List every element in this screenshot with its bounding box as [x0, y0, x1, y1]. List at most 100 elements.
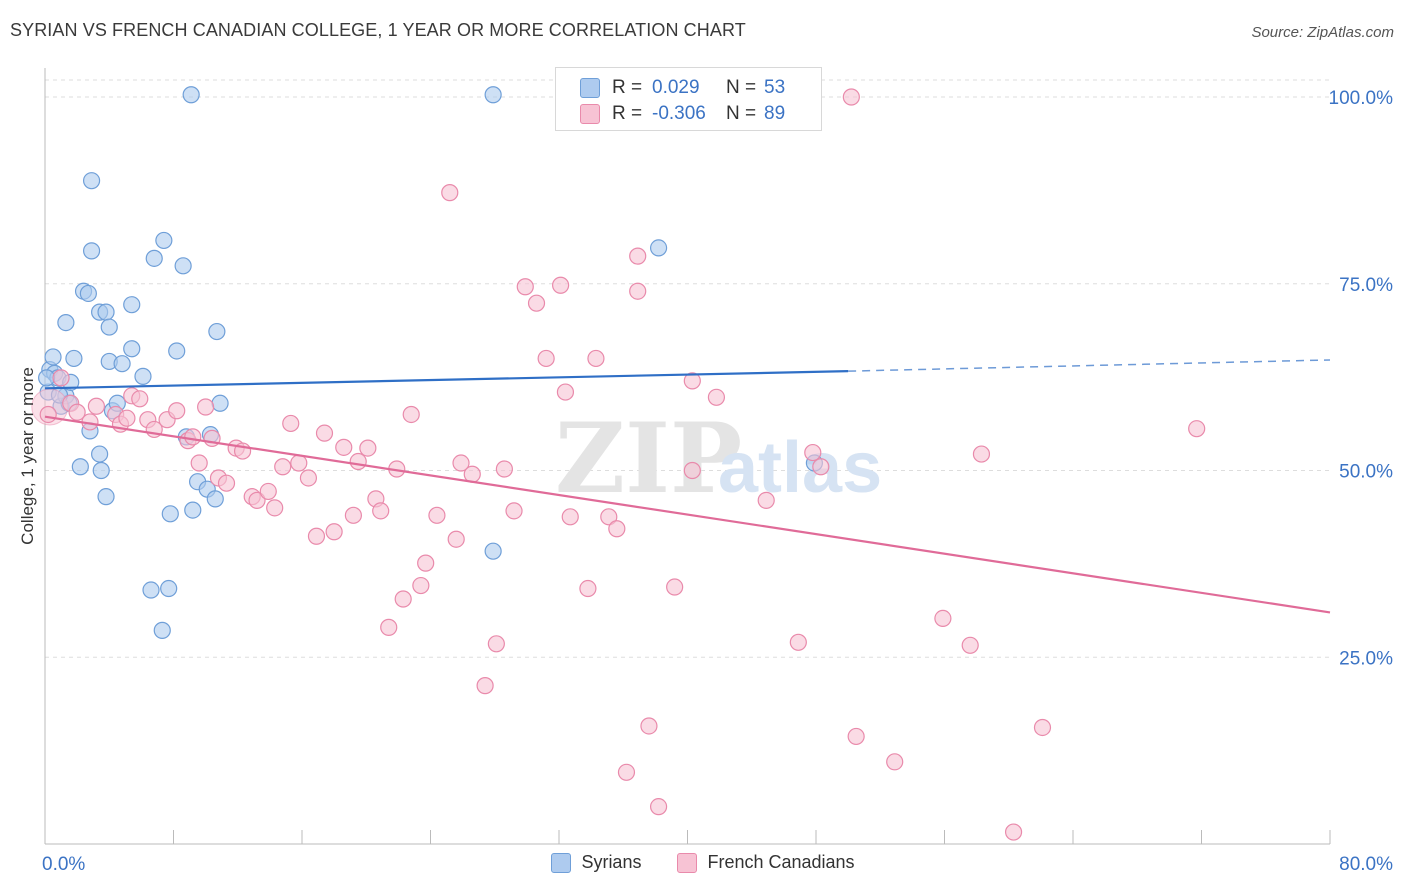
syrians-point [100, 318, 118, 336]
french-canadians-point [617, 763, 636, 781]
syrians-point [97, 488, 115, 506]
syrians-point [142, 581, 160, 599]
french-canadians-point [683, 372, 701, 390]
syrians-point [44, 348, 62, 366]
syrians-point [134, 367, 152, 385]
french-canadians-point [325, 523, 343, 541]
axes [44, 68, 1331, 845]
french-canadians-point [707, 388, 726, 406]
french-canadians-point [972, 445, 991, 463]
french-canadians-point [505, 502, 523, 520]
n-label: N = [726, 103, 757, 124]
french-canadians-point [579, 579, 597, 598]
syrians-point [82, 242, 101, 260]
x-tick-label-min: 0.0% [42, 854, 85, 875]
french-canadians-point [168, 402, 186, 420]
french-canadians-point [847, 727, 865, 746]
french-canadians-point [118, 409, 136, 427]
syrians-point [160, 579, 178, 598]
french-canadians-point [552, 276, 570, 294]
r-label: R = [612, 103, 643, 124]
french-canadians-point [629, 282, 647, 300]
syrians-point [211, 394, 229, 412]
syrians-swatch [580, 78, 600, 98]
series-legend: Syrians French Canadians [0, 852, 1406, 873]
french-canadians-point [452, 454, 470, 472]
french-canadians-point [190, 454, 208, 472]
french-canadians-point [349, 452, 367, 471]
syrians-point [92, 461, 110, 480]
french-canadians-point [68, 403, 86, 421]
french-canadians-point [447, 530, 465, 548]
french-canadians-point [274, 458, 292, 476]
syrians-point [206, 490, 224, 508]
french-canadians-point [197, 398, 215, 416]
syrians-swatch [551, 852, 572, 873]
grid [45, 79, 1330, 658]
french-canadians-point [307, 527, 326, 545]
french-canadians-point [516, 278, 534, 296]
french-canadians-point [402, 405, 420, 424]
legend-item-french-canadians: French Canadians [677, 852, 855, 873]
syrians-point [649, 239, 668, 257]
french-canadians-point [789, 633, 807, 651]
french-canadians-point [556, 383, 575, 401]
french-canadians-point [1033, 718, 1052, 737]
y-tick-label: 50.0% [1339, 462, 1393, 483]
french-canadians-point [282, 414, 300, 433]
y-tick-label: 75.0% [1339, 275, 1393, 296]
watermark-atlas: atlas [718, 428, 882, 508]
french-canadians-point [359, 439, 377, 457]
syrians-point [184, 501, 202, 519]
syrians-point [65, 349, 83, 368]
legend-label: French Canadians [707, 852, 855, 872]
french-canadians-point [394, 590, 412, 608]
syrians-trend-line [44, 370, 849, 390]
y-axis-label: College, 1 year or more [18, 367, 37, 545]
tick-labels: 25.0% 50.0% 75.0% 100.0% 0.0% 80.0% [42, 88, 1393, 875]
french-canadians-point [608, 520, 626, 538]
french-canadians-point [217, 474, 236, 492]
french-canadians-point [248, 491, 266, 509]
french-canadians-swatch [677, 852, 698, 873]
syrians-point [79, 284, 97, 303]
french-canadians-point [649, 798, 668, 816]
syrians-point [57, 313, 75, 332]
french-canadians-point [934, 609, 952, 628]
french-canadians-point [315, 424, 334, 442]
syrians-point [168, 342, 186, 360]
french-canadians-point [666, 578, 684, 596]
french-canadians-point [184, 428, 202, 446]
x-tick-label-max: 80.0% [1339, 854, 1393, 875]
r-label: R = [612, 77, 643, 98]
syrians-point [123, 340, 141, 358]
legend-item-syrians: Syrians [551, 852, 641, 873]
french-canadians-point [417, 554, 435, 572]
french-canadians-point [587, 349, 605, 368]
syrians-point [113, 355, 131, 373]
legend-label: Syrians [581, 852, 642, 872]
french-canadians-point [683, 461, 701, 480]
french-canadians-point [87, 397, 106, 415]
french-canadians-point [380, 618, 398, 636]
french-canadians-point [1188, 420, 1206, 438]
french-canadians-point [600, 508, 618, 526]
french-canadians-point [495, 460, 513, 478]
syrians-point [182, 86, 200, 104]
french-canadians-point [476, 677, 494, 695]
french-canadians-point [344, 506, 362, 524]
syrians-point [155, 231, 173, 250]
y-tick-label: 25.0% [1339, 648, 1393, 669]
french-canadians-point [757, 491, 775, 509]
syrians-point [38, 369, 56, 387]
source-label: Source: ZipAtlas.com [1251, 24, 1394, 41]
french-canadians-point [52, 369, 70, 387]
french-canadians-point [487, 635, 505, 653]
r-value: 0.029 [652, 77, 700, 98]
legend-row-syrians: R = 0.029 N = 53 [580, 76, 785, 100]
french-canadians-point [412, 576, 430, 595]
syrians-point [161, 505, 179, 523]
french-canadians-point [131, 390, 149, 408]
french-canadians-point [527, 294, 546, 312]
